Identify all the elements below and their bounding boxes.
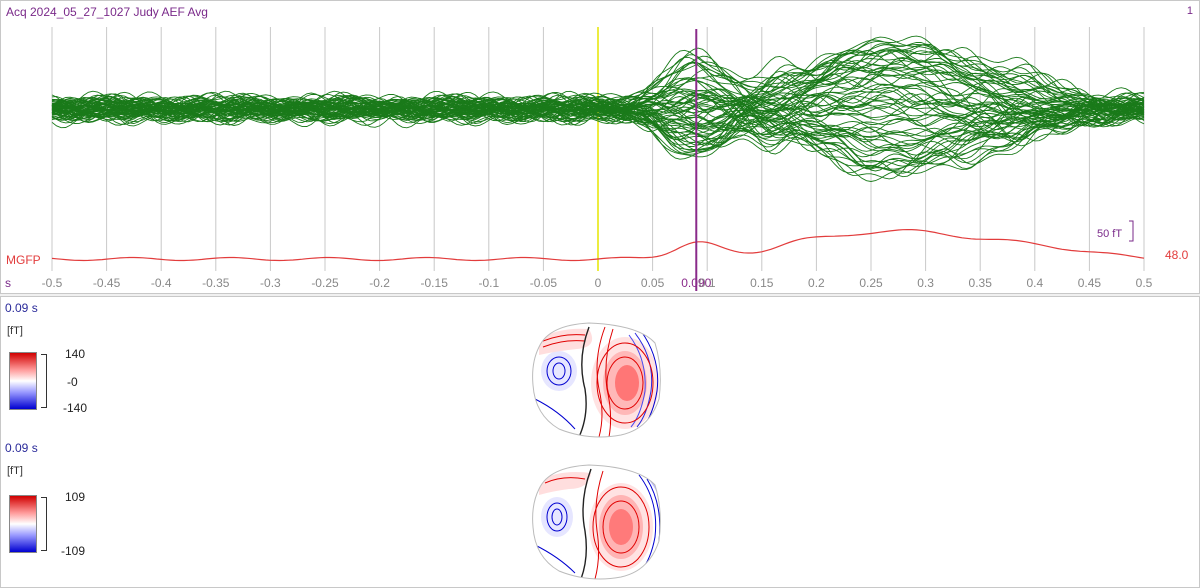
topomap-2[interactable]: [529, 461, 669, 581]
tick-label: -0.45: [93, 276, 121, 290]
tick-label: 0.35: [969, 276, 993, 290]
tick-label: 0.1: [699, 276, 716, 290]
mgfp-value: 48.0: [1165, 248, 1189, 262]
tick-label: 0.2: [808, 276, 825, 290]
sensor-trace: [51, 49, 1145, 141]
tick-label: -0.15: [421, 276, 449, 290]
topomap-unit-2: [fT]: [7, 465, 23, 477]
topomap-time-1: 0.09 s: [5, 301, 38, 315]
scale-bar-label: 50 fT: [1097, 228, 1122, 240]
sensor-trace: [51, 39, 1145, 113]
sensor-trace: [51, 88, 1145, 146]
tick-label: 0.15: [750, 276, 774, 290]
sensor-trace: [51, 83, 1145, 111]
colorbar-mid-1: -0: [67, 375, 78, 389]
tick-label: -0.5: [42, 276, 63, 290]
colorbar-min-1: -140: [63, 401, 88, 415]
time-grid: [51, 27, 1145, 271]
waveform-panel[interactable]: Acq 2024_05_27_1027 Judy AEF Avg 1 MGFP …: [0, 0, 1200, 294]
mgfp-label: MGFP: [6, 253, 41, 267]
sensor-trace: [51, 35, 1145, 115]
colorbar-max-1: 140: [65, 347, 86, 361]
tick-label: -0.1: [478, 276, 499, 290]
colorbar-1: [9, 352, 37, 410]
topomap-1[interactable]: [529, 319, 669, 439]
time-axis: -0.5 -0.45 -0.4 -0.35 -0.3 -0.25 -0.2 -0.15 -0.1…: [42, 276, 1153, 290]
waveform-plot[interactable]: MGFP 48.0 s -0.5 -0.45 -0.4 -0.35 -0.3 -0.25-…: [1, 1, 1199, 293]
tick-label: 0.45: [1078, 276, 1102, 290]
topomap-unit-1: [fT]: [7, 325, 23, 337]
colorbar-min-2: -109: [61, 544, 86, 558]
topomap-time-2: 0.09 s: [5, 441, 38, 455]
tick-label: -0.2: [369, 276, 390, 290]
scale-bar: [1129, 220, 1134, 242]
sensor-trace: [51, 98, 1145, 160]
sensor-trace: [51, 43, 1145, 121]
topomap-panel[interactable]: 0.09 s [fT] 140 -0 -140: [0, 296, 1200, 588]
tick-label: 0.05: [641, 276, 665, 290]
tick-label: 0.4: [1026, 276, 1043, 290]
tick-label: -0.3: [260, 276, 281, 290]
sensor-trace: [51, 59, 1145, 124]
sensor-trace: [51, 44, 1145, 151]
sensor-trace: [51, 79, 1145, 128]
tick-label: 0.3: [917, 276, 934, 290]
sensor-trace: [51, 54, 1145, 125]
sensor-traces: [51, 35, 1145, 182]
dataset-title: Acq 2024_05_27_1027 Judy AEF Avg: [6, 5, 208, 19]
tick-label: 0.5: [1136, 276, 1153, 290]
tick-label: -0.25: [311, 276, 339, 290]
tick-label: 0: [595, 276, 602, 290]
colorbar-bracket-2: [41, 497, 47, 551]
tick-label: -0.4: [151, 276, 172, 290]
colorbar-max-2: 109: [65, 490, 86, 504]
channel-number: 1: [1186, 5, 1193, 17]
tick-label: -0.05: [530, 276, 558, 290]
tick-label: -0.35: [202, 276, 230, 290]
mgfp-trace: [51, 229, 1145, 262]
colorbar-bracket-1: [41, 354, 47, 408]
colorbar-2: [9, 495, 37, 553]
time-unit-label: s: [5, 276, 11, 290]
tick-label: 0.25: [859, 276, 883, 290]
